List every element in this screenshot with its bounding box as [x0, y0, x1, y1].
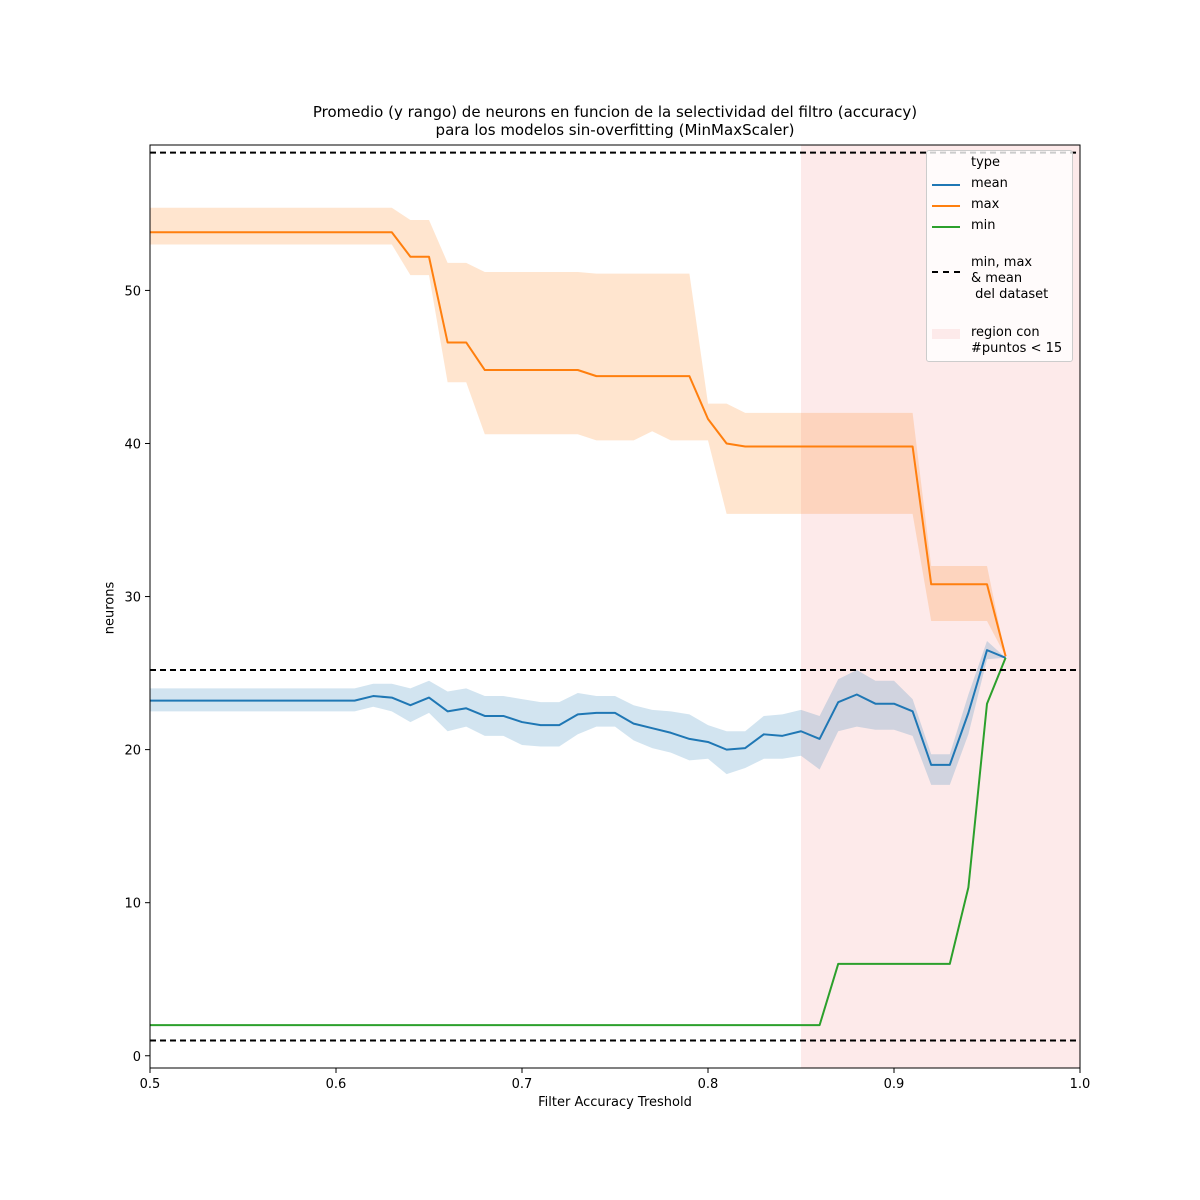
series-line-mean [150, 649, 1006, 766]
x-tick-label: 0.7 [512, 1077, 533, 1092]
legend-label-max: max [971, 197, 1000, 212]
x-axis-label: Filter Accuracy Treshold [538, 1095, 692, 1110]
chart-title-line-1: Promedio (y rango) de neurons en funcion… [312, 103, 918, 121]
confidence-bands-layer [150, 207, 1006, 785]
plot-frame [149, 144, 1081, 1069]
x-axis-ticks: 0.5 0.6 0.7 0.8 0.9 1.0 [140, 1068, 1091, 1092]
legend-label-region: region con #puntos < 15 [971, 325, 1063, 356]
y-tick-label: 50 [124, 284, 141, 299]
y-tick-label: 20 [124, 744, 141, 759]
legend-swatch-reference [932, 271, 960, 273]
series-lines-layer [150, 231, 1007, 1027]
band-max [150, 207, 1006, 657]
y-tick-label: 40 [124, 437, 141, 452]
legend-swatch-max [932, 205, 960, 207]
legend-label-reference: min, max & mean del dataset [971, 255, 1049, 302]
series-line-max [150, 231, 1007, 657]
legend-swatch-min [932, 226, 960, 228]
x-tick-label: 0.6 [326, 1077, 347, 1092]
legend-label-mean: mean [971, 176, 1008, 191]
y-tick-label: 0 [133, 1050, 141, 1065]
y-tick-label: 10 [124, 897, 141, 912]
legend-label-min: min [971, 218, 996, 233]
legend: type mean max min min, max & mean del da… [926, 150, 1073, 362]
y-axis-ticks: 0 10 20 30 40 50 [124, 284, 150, 1065]
x-tick-label: 0.5 [140, 1077, 161, 1092]
legend-title: type [971, 155, 1001, 170]
x-tick-label: 0.9 [884, 1077, 905, 1092]
reference-lines-layer [150, 151, 1080, 1042]
series-line-min [150, 657, 1007, 1027]
legend-swatch-mean [932, 184, 960, 186]
x-tick-label: 0.8 [698, 1077, 719, 1092]
y-tick-label: 30 [124, 591, 141, 606]
band-mean [150, 640, 1006, 785]
x-tick-label: 1.0 [1070, 1077, 1091, 1092]
y-axis-label: neurons [102, 581, 118, 635]
chart-title-line-2: para los modelos sin-overfitting (MinMax… [435, 121, 795, 139]
legend-swatch-region [932, 329, 960, 339]
